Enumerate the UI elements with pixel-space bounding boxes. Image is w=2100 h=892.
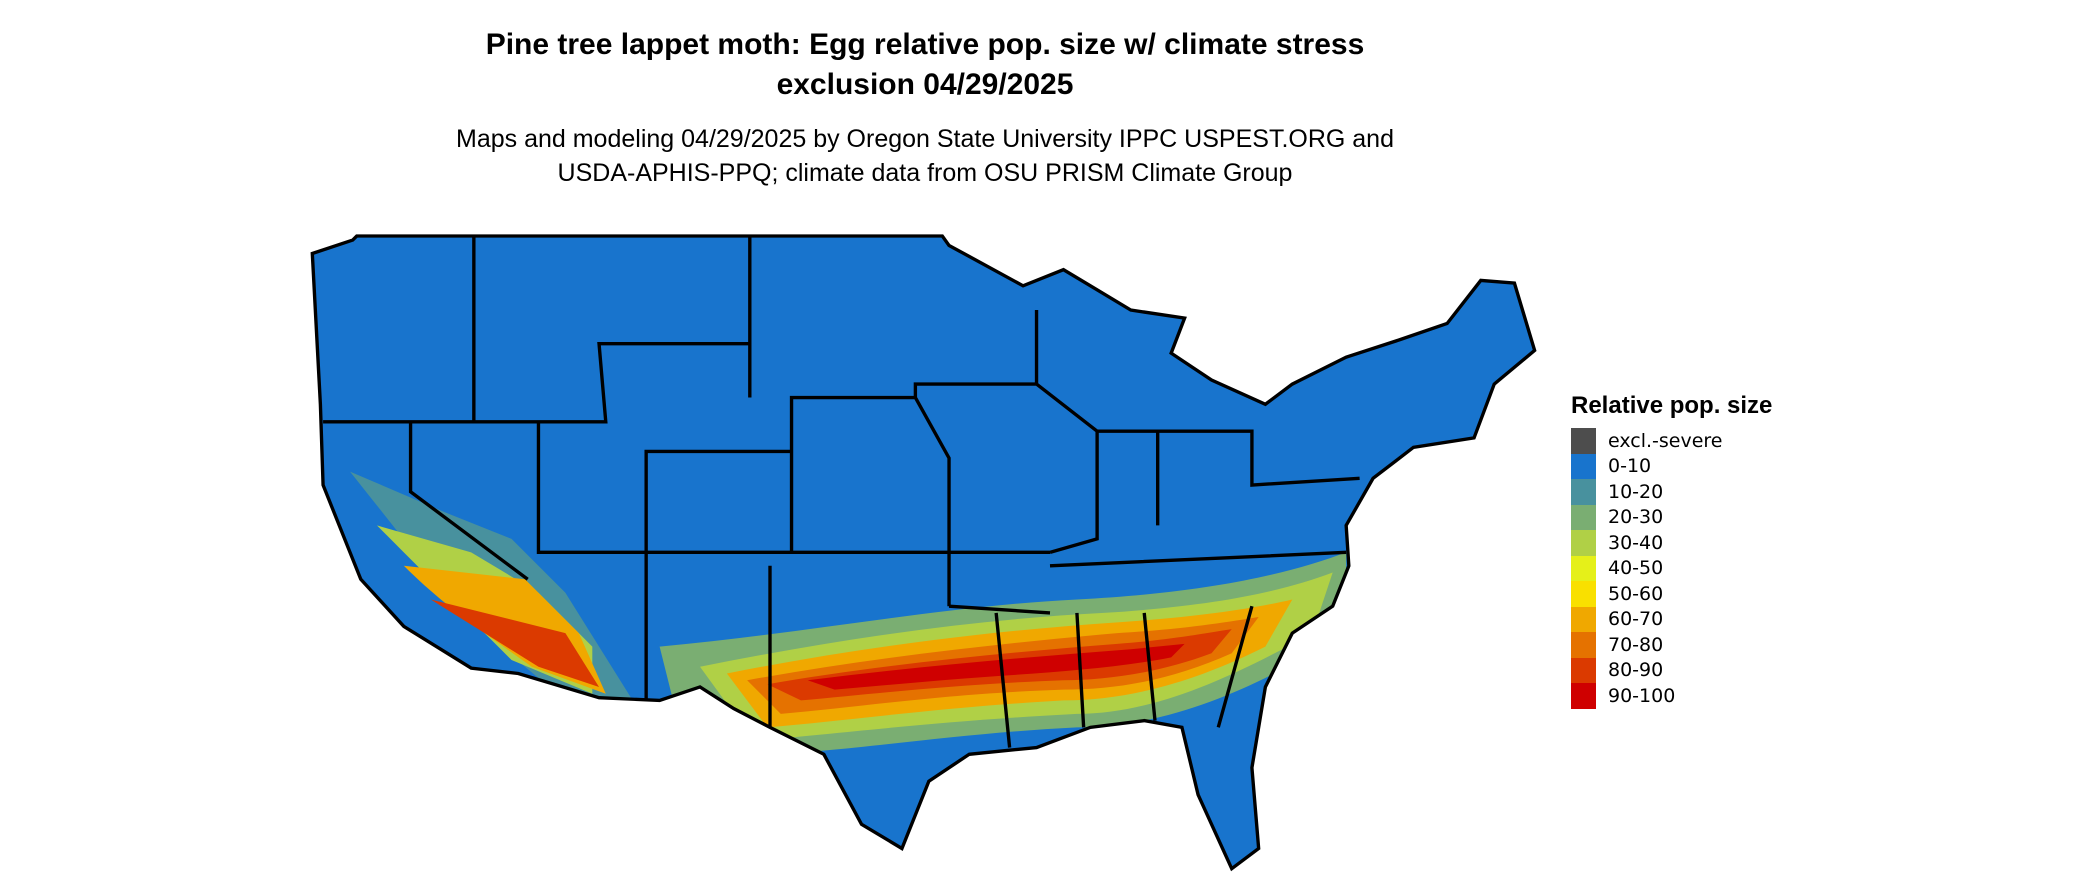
legend-item: 60-70 bbox=[1571, 606, 1772, 632]
legend-label: 10-20 bbox=[1608, 480, 1664, 503]
legend-swatch bbox=[1571, 657, 1596, 683]
legend-label: 70-80 bbox=[1608, 633, 1664, 656]
legend-item: 70-80 bbox=[1571, 632, 1772, 658]
legend-item: 30-40 bbox=[1571, 530, 1772, 556]
suitability-band bbox=[350, 471, 1347, 755]
legend-label: 50-60 bbox=[1608, 582, 1664, 605]
legend-label: 30-40 bbox=[1608, 531, 1664, 554]
map-title-line1: Pine tree lappet moth: Egg relative pop.… bbox=[485, 28, 1365, 61]
legend-item: 90-100 bbox=[1571, 683, 1772, 709]
legend-swatch bbox=[1571, 428, 1596, 454]
legend-label: 90-100 bbox=[1608, 684, 1676, 707]
legend-label: excl.-severe bbox=[1608, 429, 1723, 452]
legend-swatch bbox=[1571, 632, 1596, 658]
legend-item: 40-50 bbox=[1571, 555, 1772, 581]
legend-item: 50-60 bbox=[1571, 581, 1772, 607]
legend-label: 80-90 bbox=[1608, 659, 1664, 682]
subtitle-line2: USDA-APHIS-PPQ; climate data from OSU PR… bbox=[557, 159, 1293, 187]
legend-swatch bbox=[1571, 555, 1596, 581]
legend-swatch bbox=[1571, 453, 1596, 479]
legend-item: excl.-severe bbox=[1571, 428, 1772, 454]
legend-title: Relative pop. size bbox=[1571, 392, 1773, 419]
legend-swatch bbox=[1571, 581, 1596, 607]
map-title-line2: exclusion 04/29/2025 bbox=[776, 68, 1074, 101]
legend-swatch bbox=[1571, 530, 1596, 556]
legend-swatch bbox=[1571, 606, 1596, 632]
legend-label: 60-70 bbox=[1608, 608, 1664, 631]
subtitle-line1: Maps and modeling 04/29/2025 by Oregon S… bbox=[456, 125, 1394, 153]
legend-item: 10-20 bbox=[1571, 479, 1772, 505]
legend-swatch bbox=[1571, 479, 1596, 505]
legend-label: 20-30 bbox=[1608, 506, 1664, 529]
legend-swatch bbox=[1571, 683, 1596, 709]
state-boundaries bbox=[310, 234, 1537, 871]
legend-label: 40-50 bbox=[1608, 557, 1664, 580]
legend-label: 0-10 bbox=[1608, 455, 1652, 478]
legend-item: 0-10 bbox=[1571, 453, 1772, 479]
legend-item: 80-90 bbox=[1571, 657, 1772, 683]
legend-swatch bbox=[1571, 504, 1596, 530]
legend-item: 20-30 bbox=[1571, 504, 1772, 530]
legend: Relative pop. size excl.-severe 0-10 10-20… bbox=[1571, 392, 1772, 709]
